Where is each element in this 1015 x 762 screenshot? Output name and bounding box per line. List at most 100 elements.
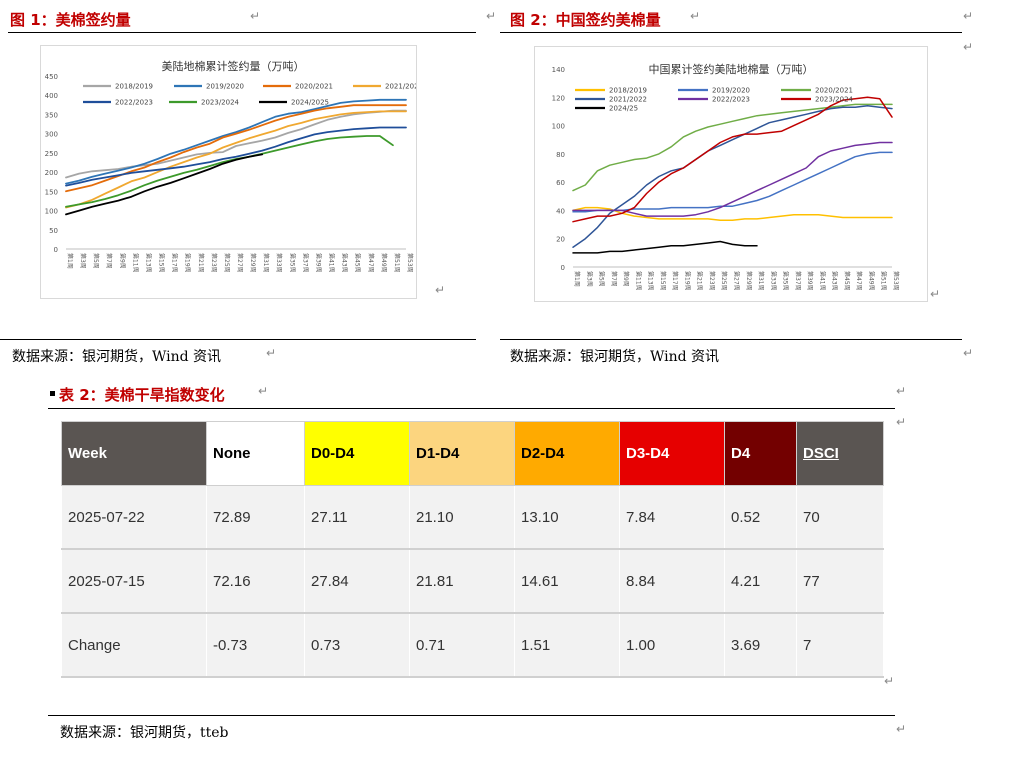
table-row: 2025-07-15 72.16 27.84 21.81 14.61 8.84 … xyxy=(61,549,884,614)
table2-title: 表 2：美棉干旱指数变化 xyxy=(59,386,225,404)
table-cell: 4.21 xyxy=(724,549,797,614)
y-tick-label: 40 xyxy=(556,207,565,215)
x-tick-label: 第35周 xyxy=(288,253,296,273)
table-cell: 1.51 xyxy=(514,613,620,678)
divider xyxy=(500,32,962,33)
x-tick-label: 第17周 xyxy=(671,271,679,291)
table-cell: 72.89 xyxy=(206,485,305,550)
x-tick-label: 第45周 xyxy=(354,253,362,273)
x-tick-label: 第37周 xyxy=(794,271,802,291)
x-tick-label: 第51周 xyxy=(880,271,888,291)
series-line xyxy=(65,104,407,193)
table-cell: 3.69 xyxy=(724,613,797,678)
x-tick-label: 第1周 xyxy=(66,253,74,269)
y-tick-label: 50 xyxy=(49,227,58,235)
drought-index-table: Week None D0-D4 D1-D4 D2-D4 D3-D4 D4 DSC… xyxy=(61,421,884,678)
header-d0-d4: D0-D4 xyxy=(304,421,410,486)
table-cell: 8.84 xyxy=(619,549,725,614)
x-tick-label: 第17周 xyxy=(171,253,179,273)
y-tick-label: 100 xyxy=(552,123,565,131)
table-cell: 27.84 xyxy=(304,549,410,614)
return-mark-icon: ↵ xyxy=(486,9,497,23)
x-tick-label: 第19周 xyxy=(683,271,691,291)
x-tick-label: 第41周 xyxy=(818,271,826,291)
x-tick-label: 第29周 xyxy=(249,253,257,273)
divider xyxy=(8,32,476,33)
y-tick-label: 80 xyxy=(556,151,565,159)
x-tick-label: 第31周 xyxy=(262,253,270,273)
bullet-icon xyxy=(50,391,55,396)
table-cell: 2025-07-15 xyxy=(61,549,207,614)
divider xyxy=(48,715,895,716)
x-tick-label: 第15周 xyxy=(659,271,667,291)
return-mark-icon: ↵ xyxy=(884,674,895,688)
legend-entry: 2023/2024 xyxy=(815,96,854,104)
table-cell: 72.16 xyxy=(206,549,305,614)
x-tick-label: 第27周 xyxy=(236,253,244,273)
legend-entry: 2021/2022 xyxy=(609,96,647,104)
legend-entry: 2024/2025 xyxy=(291,99,329,107)
y-tick-label: 0 xyxy=(54,246,58,254)
table-row: 2025-07-22 72.89 27.11 21.10 13.10 7.84 … xyxy=(61,485,884,550)
y-tick-label: 20 xyxy=(556,236,565,244)
x-tick-label: 第33周 xyxy=(769,271,777,291)
legend-entry: 2019/2020 xyxy=(712,87,750,95)
return-mark-icon: ↵ xyxy=(963,346,974,360)
series-line xyxy=(572,103,893,192)
legend-entry: 2018/2019 xyxy=(609,87,647,95)
x-tick-label: 第53周 xyxy=(892,271,900,291)
x-tick-label: 第15周 xyxy=(158,253,166,273)
table-cell: 2025-07-22 xyxy=(61,485,207,550)
y-tick-label: 300 xyxy=(45,131,58,139)
x-tick-label: 第11周 xyxy=(634,271,642,291)
x-tick-label: 第3周 xyxy=(79,253,87,269)
legend-entry: 2020/2021 xyxy=(815,87,853,95)
x-tick-label: 第45周 xyxy=(843,271,851,291)
x-tick-label: 第21周 xyxy=(197,253,205,273)
x-tick-label: 第31周 xyxy=(757,271,765,291)
legend-entry: 2022/2023 xyxy=(115,99,153,107)
return-mark-icon: ↵ xyxy=(963,40,974,54)
table-cell: -0.73 xyxy=(206,613,305,678)
series-line xyxy=(65,110,407,209)
figure1-source: 数据来源：银河期货，Wind 资讯 xyxy=(12,349,222,365)
x-tick-label: 第9周 xyxy=(622,271,630,287)
x-tick-label: 第49周 xyxy=(380,253,388,273)
chart1-container: 美陆地棉累计签约量（万吨） 0 50 100 150 200 250 300 350 400 450… xyxy=(40,45,417,299)
x-tick-label: 第47周 xyxy=(367,253,375,273)
table-cell: 7 xyxy=(796,613,884,678)
x-tick-label: 第19周 xyxy=(184,253,192,273)
return-mark-icon: ↵ xyxy=(435,283,446,297)
series-line xyxy=(65,135,394,208)
header-d4: D4 xyxy=(724,421,797,486)
return-mark-icon: ↵ xyxy=(266,346,277,360)
x-tick-label: 第53周 xyxy=(406,253,414,273)
table2-source: 数据来源：银河期货，tteb xyxy=(60,725,229,741)
divider xyxy=(48,408,895,409)
table-cell: 27.11 xyxy=(304,485,410,550)
x-tick-label: 第7周 xyxy=(610,271,618,287)
y-tick-label: 200 xyxy=(45,169,58,177)
series-line xyxy=(65,98,407,185)
table-cell: 77 xyxy=(796,549,884,614)
table-cell: 0.52 xyxy=(724,485,797,550)
x-tick-label: 第29周 xyxy=(745,271,753,291)
x-tick-label: 第1周 xyxy=(573,271,581,287)
table-cell: 21.81 xyxy=(409,549,515,614)
x-tick-label: 第23周 xyxy=(708,271,716,291)
x-tick-label: 第33周 xyxy=(275,253,283,273)
series-line xyxy=(65,109,407,179)
y-tick-label: 100 xyxy=(45,208,58,216)
divider xyxy=(0,339,476,340)
x-tick-label: 第35周 xyxy=(782,271,790,291)
x-tick-label: 第13周 xyxy=(647,271,655,291)
x-tick-label: 第41周 xyxy=(328,253,336,273)
x-tick-label: 第25周 xyxy=(223,253,231,273)
chart1-svg: 美陆地棉累计签约量（万吨） 0 50 100 150 200 250 300 350 400 450… xyxy=(45,59,416,273)
table-cell: Change xyxy=(61,613,207,678)
table-header-row: Week None D0-D4 D1-D4 D2-D4 D3-D4 D4 DSC… xyxy=(61,421,884,486)
x-tick-label: 第9周 xyxy=(118,253,126,269)
series-line xyxy=(65,153,264,216)
table-cell: 13.10 xyxy=(514,485,620,550)
legend-entry: 2019/2020 xyxy=(206,83,244,91)
